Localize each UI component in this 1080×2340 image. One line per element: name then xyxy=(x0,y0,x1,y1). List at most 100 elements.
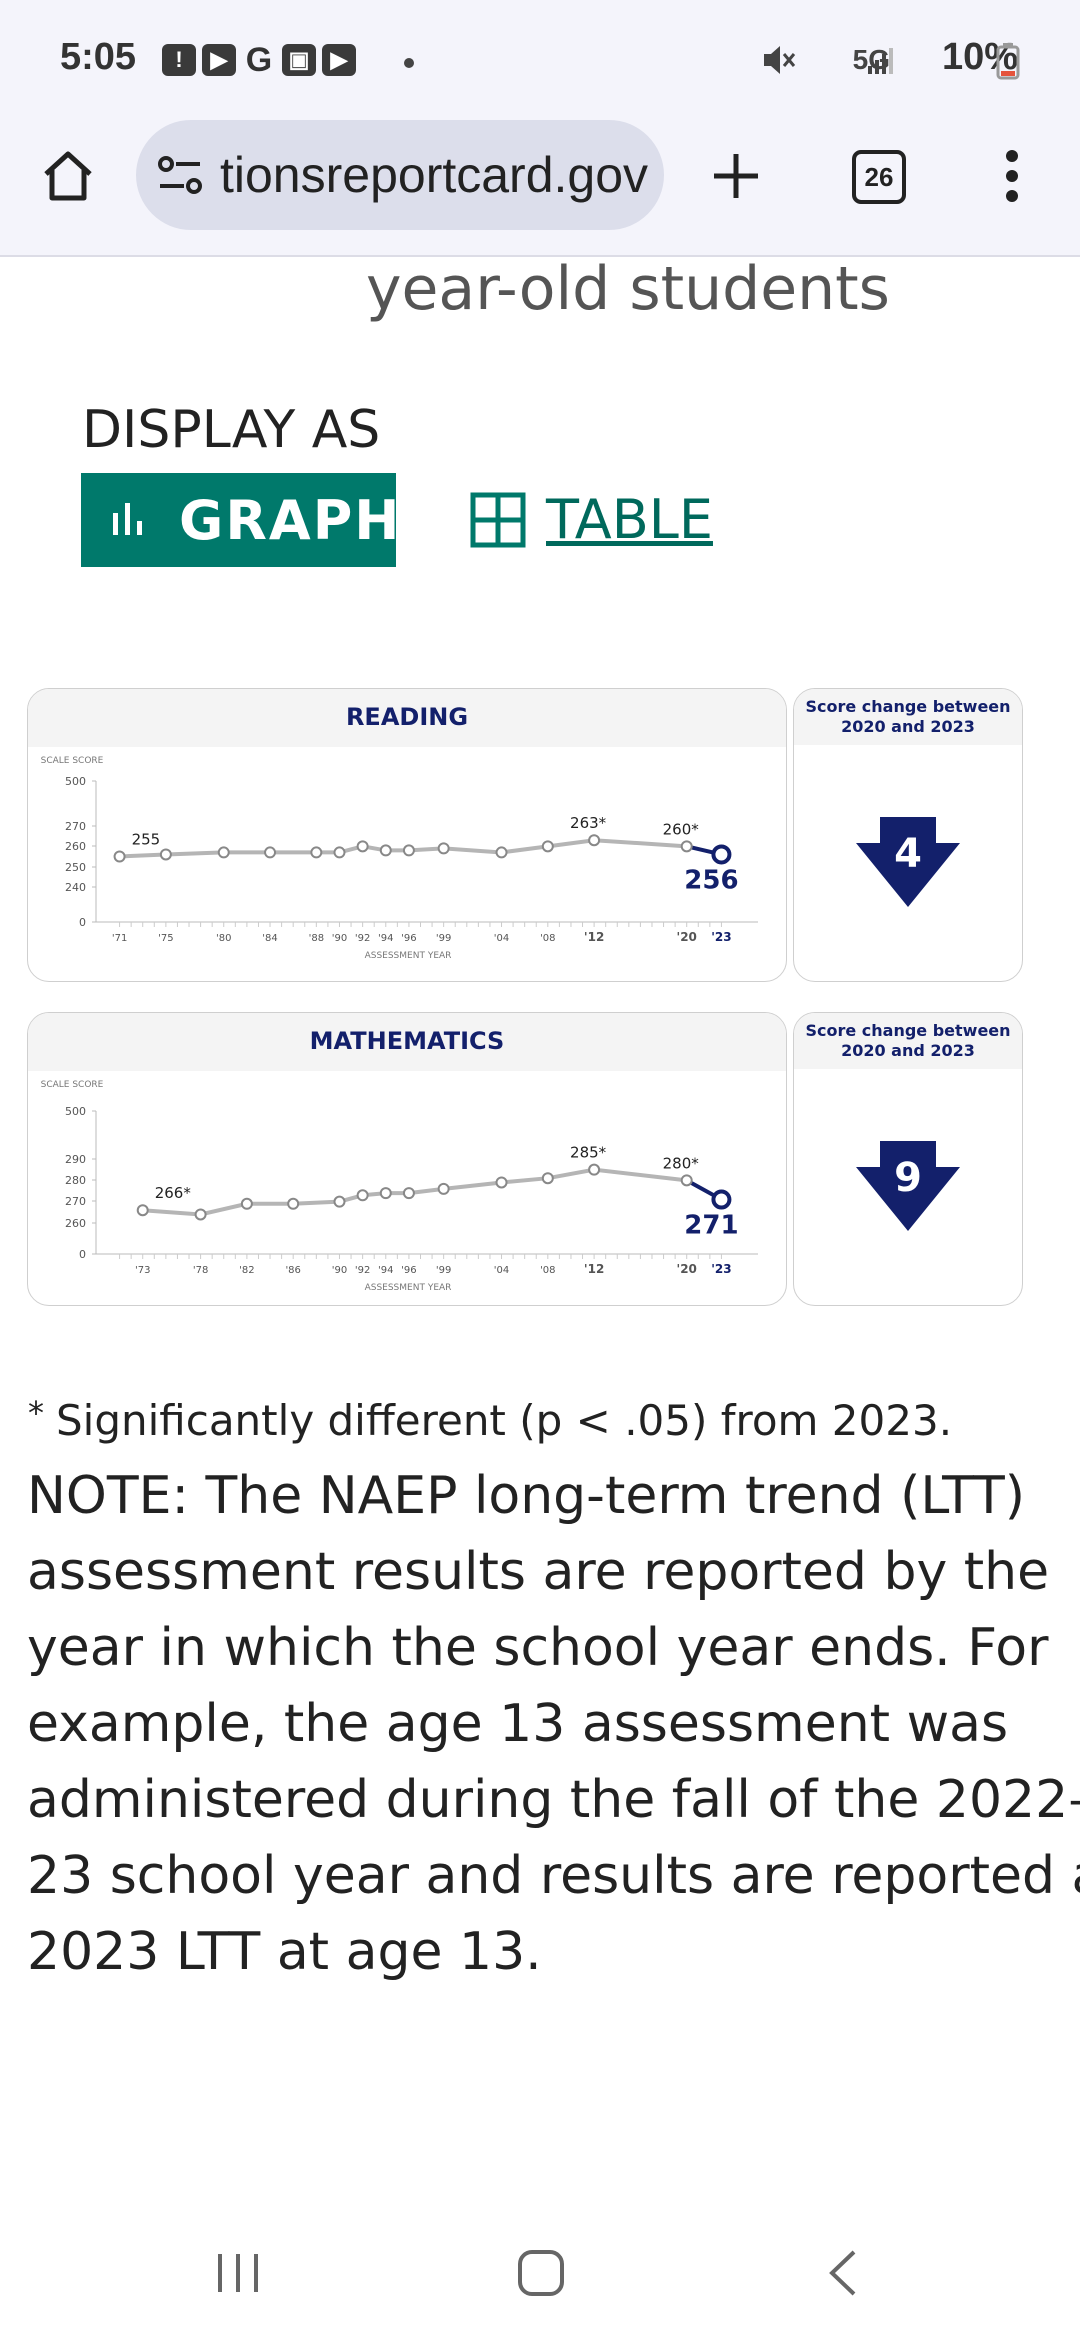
status-time: 5:05 xyxy=(60,36,137,78)
x-tick-label: '82 xyxy=(239,1265,254,1276)
data-point xyxy=(680,840,693,853)
x-tick-label: '96 xyxy=(401,933,416,944)
data-point xyxy=(217,846,230,859)
y-tick-label: 0 xyxy=(79,1248,86,1261)
x-tick-label: '84 xyxy=(262,933,277,944)
y-tick-label: 280 xyxy=(65,1174,86,1187)
x-tick-label: '12 xyxy=(584,1262,604,1276)
reading-chart-title: READING xyxy=(345,703,469,731)
url-text[interactable]: tionsreportcard.gov xyxy=(220,147,649,203)
data-point xyxy=(159,848,172,861)
data-point xyxy=(541,840,554,853)
youtube-icon: ▶ xyxy=(202,44,236,76)
graph-button[interactable]: GRAPH xyxy=(81,473,399,567)
x-tick-label: '73 xyxy=(135,1265,150,1276)
x-tick-label: '92 xyxy=(355,1265,370,1276)
x-tick-label: '75 xyxy=(158,933,173,944)
data-point xyxy=(310,846,323,859)
navigation-bar xyxy=(0,2200,1080,2340)
data-point xyxy=(588,1163,601,1176)
more-notifications-dot xyxy=(404,58,414,68)
table-icon xyxy=(470,492,526,548)
data-point xyxy=(495,846,508,859)
x-tick-label: '88 xyxy=(309,933,324,944)
google-icon: G xyxy=(245,41,273,79)
x-tick-label: '12 xyxy=(584,930,604,944)
score-change-title: Score change between 2020 and 2023 xyxy=(805,697,1011,736)
data-point xyxy=(379,1187,392,1200)
home-icon[interactable] xyxy=(40,148,96,204)
series-line xyxy=(119,838,687,859)
x-tick-label: '94 xyxy=(378,933,393,944)
data-label: 256 xyxy=(684,865,738,895)
y-tick-label: 500 xyxy=(65,1105,86,1118)
x-tick-label: '80 xyxy=(216,933,231,944)
data-label: 285* xyxy=(570,1144,607,1162)
y-tick-label: 250 xyxy=(65,861,86,874)
down-arrow-icon: 4 xyxy=(856,817,960,907)
reading-chart-card: READING SCALE SCORE 0 240 250 260 270 500 '71 '7… xyxy=(27,688,787,982)
y-axis-label: SCALE SCORE xyxy=(41,1080,104,1090)
data-point xyxy=(711,844,732,865)
data-point xyxy=(437,1182,450,1195)
x-tick-label: '23 xyxy=(711,930,731,944)
x-tick-label: '99 xyxy=(436,1265,451,1276)
x-tick-label: '08 xyxy=(540,933,555,944)
data-point xyxy=(287,1197,300,1210)
data-point xyxy=(588,834,601,847)
x-axis-label: ASSESSMENT YEAR xyxy=(365,951,452,961)
reading-score-change-card: Score change between 2020 and 2023 4 xyxy=(793,688,1023,982)
data-label: 255 xyxy=(132,831,161,849)
y-tick-label: 260 xyxy=(65,840,86,853)
chart-title-band xyxy=(28,1013,786,1071)
tab-switcher-button[interactable]: 26 xyxy=(852,150,906,204)
recent-apps-icon[interactable] xyxy=(214,2250,262,2296)
note-paragraph: NOTE: The NAEP long-term trend (LTT) ass… xyxy=(27,1466,1080,1982)
data-point xyxy=(240,1197,253,1210)
new-tab-icon[interactable] xyxy=(710,150,762,202)
gallery-icon: ▣ xyxy=(282,44,316,76)
table-button-label: TABLE xyxy=(546,488,713,551)
display-as-label: DISPLAY AS xyxy=(82,400,381,460)
chart-title-band xyxy=(28,689,786,747)
x-tick-label: '04 xyxy=(494,933,509,944)
data-point xyxy=(333,846,346,859)
reading-score-change-value: 4 xyxy=(894,831,922,877)
site-info-icon[interactable] xyxy=(156,154,204,198)
x-tick-label: '04 xyxy=(494,1265,509,1276)
data-point xyxy=(495,1176,508,1189)
data-label: 280* xyxy=(663,1154,700,1172)
math-score-change-value: 9 xyxy=(894,1155,922,1201)
data-point xyxy=(113,850,126,863)
score-change-title: Score change between 2020 and 2023 xyxy=(805,1021,1011,1060)
battery-icon xyxy=(996,43,1020,80)
y-tick-label: 500 xyxy=(65,775,86,788)
address-bar[interactable] xyxy=(136,120,664,230)
data-point xyxy=(379,844,392,857)
data-point xyxy=(194,1208,207,1221)
x-tick-label: '90 xyxy=(332,1265,347,1276)
data-label: 263* xyxy=(570,814,607,832)
data-label: 260* xyxy=(663,820,700,838)
math-line-chart: SCALE SCORE 0 260 270 280 290 500 '73 '78 '82 '86 '… xyxy=(41,1080,758,1293)
y-tick-label: 260 xyxy=(65,1217,86,1230)
math-chart-title: MATHEMATICS xyxy=(309,1027,505,1055)
x-tick-label: '86 xyxy=(285,1265,300,1276)
home-nav-icon[interactable] xyxy=(516,2248,566,2298)
data-point xyxy=(402,1187,415,1200)
back-icon[interactable] xyxy=(826,2248,860,2298)
y-axis-label: SCALE SCORE xyxy=(41,756,104,766)
data-point xyxy=(333,1195,346,1208)
data-point xyxy=(437,842,450,855)
x-tick-label: '99 xyxy=(436,933,451,944)
x-tick-label: '20 xyxy=(677,930,697,944)
more-options-icon[interactable] xyxy=(998,146,1026,206)
y-tick-label: 240 xyxy=(65,881,86,894)
x-tick-label: '78 xyxy=(193,1265,208,1276)
data-point xyxy=(402,844,415,857)
alert-icon: ! xyxy=(162,44,196,76)
graph-button-label: GRAPH xyxy=(179,489,402,552)
x-tick-label: '92 xyxy=(355,933,370,944)
data-point xyxy=(541,1172,554,1185)
signal-icon xyxy=(868,48,893,74)
